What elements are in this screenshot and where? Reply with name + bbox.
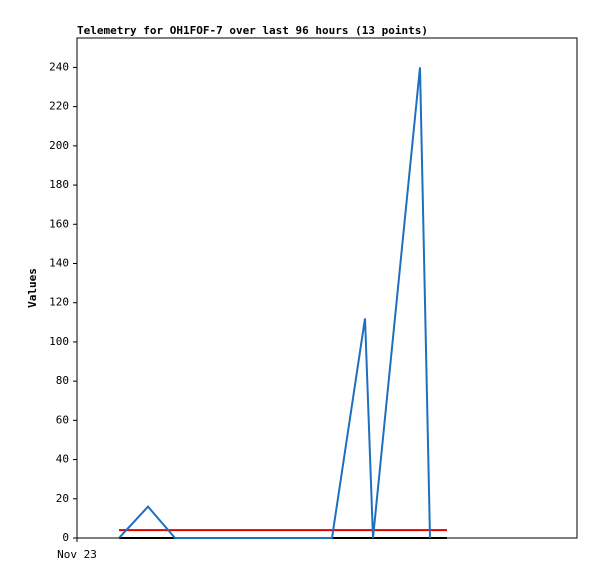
- chart-title: Telemetry for OH1FOF-7 over last 96 hour…: [77, 24, 428, 37]
- series-line: [118, 67, 431, 539]
- y-tick-label: 180: [49, 178, 69, 191]
- y-tick-label: 0: [62, 531, 69, 544]
- y-tick-label: 200: [49, 139, 69, 152]
- y-tick-label: 100: [49, 335, 69, 348]
- y-tick-label: 160: [49, 217, 69, 230]
- y-tick-label: 220: [49, 100, 69, 113]
- x-tick-label: Nov 23: [57, 548, 97, 561]
- plot-frame: [76, 37, 578, 539]
- y-tick-label: 120: [49, 296, 69, 309]
- y-axis-label: Values: [26, 268, 39, 308]
- y-tick-label: 80: [56, 374, 69, 387]
- y-tick-label: 240: [49, 60, 69, 73]
- y-tick-label: 140: [49, 256, 69, 269]
- y-tick-label: 20: [56, 492, 69, 505]
- y-tick-label: 40: [56, 453, 69, 466]
- y-tick-label: 60: [56, 413, 69, 426]
